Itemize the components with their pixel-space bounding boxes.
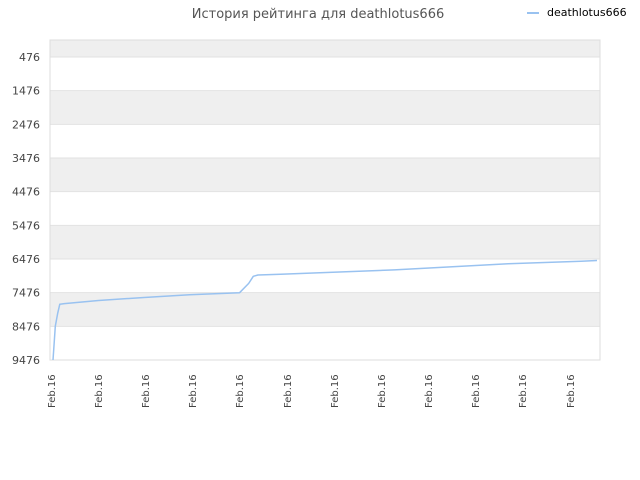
x-axis-ticks: Feb.16 Feb.16 Feb.16 Feb.16 Feb.16 Feb.16 Feb.…	[47, 374, 577, 408]
x-tick-label: Feb.16	[235, 374, 246, 408]
x-tick-label: Feb.16	[283, 374, 294, 408]
plot-band	[50, 158, 600, 192]
y-tick-label: 4476	[12, 186, 40, 199]
x-tick-label: Feb.16	[47, 374, 58, 408]
plot-band	[50, 124, 600, 158]
plot-band	[50, 90, 600, 125]
series-layer	[52, 259, 598, 361]
y-tick-label: 476	[19, 51, 40, 64]
x-tick-label: Feb.16	[518, 374, 529, 408]
x-tick-label: Feb.16	[188, 374, 199, 408]
plot-band	[50, 259, 600, 293]
x-tick-label: Feb.16	[94, 374, 105, 408]
y-tick-label: 3476	[12, 152, 40, 165]
x-tick-label: Feb.16	[141, 374, 152, 408]
plot-band	[50, 57, 600, 91]
plot-background-bands	[50, 40, 600, 360]
y-tick-label: 8476	[12, 320, 40, 333]
horizontal-gridlines	[50, 56, 600, 361]
plot-band	[50, 326, 600, 360]
plot-band	[50, 191, 600, 226]
x-tick-label: Feb.16	[566, 374, 577, 408]
legend[interactable]: deathlotus666	[527, 6, 627, 19]
plot-band	[50, 225, 600, 259]
x-tick-label: Feb.16	[424, 374, 435, 408]
x-tick-label: Feb.16	[377, 374, 388, 408]
y-tick-label: 6476	[12, 253, 40, 266]
y-tick-label: 2476	[12, 118, 40, 131]
legend-label-deathlotus666: deathlotus666	[547, 6, 627, 19]
x-tick-label: Feb.16	[471, 374, 482, 408]
y-tick-label: 1476	[12, 85, 40, 98]
series-line-deathlotus666	[52, 259, 598, 361]
y-axis-ticks: 476 1476 2476 3476 4476 5476 6476 7476 8476 9476	[12, 51, 40, 367]
y-tick-label: 7476	[12, 287, 40, 300]
chart-title: История рейтинга для deathlotus666	[192, 7, 445, 22]
y-tick-label: 9476	[12, 354, 40, 367]
y-tick-label: 5476	[12, 219, 40, 232]
plot-band	[50, 40, 600, 57]
x-tick-label: Feb.16	[330, 374, 341, 408]
plot-area-border	[49, 39, 601, 361]
